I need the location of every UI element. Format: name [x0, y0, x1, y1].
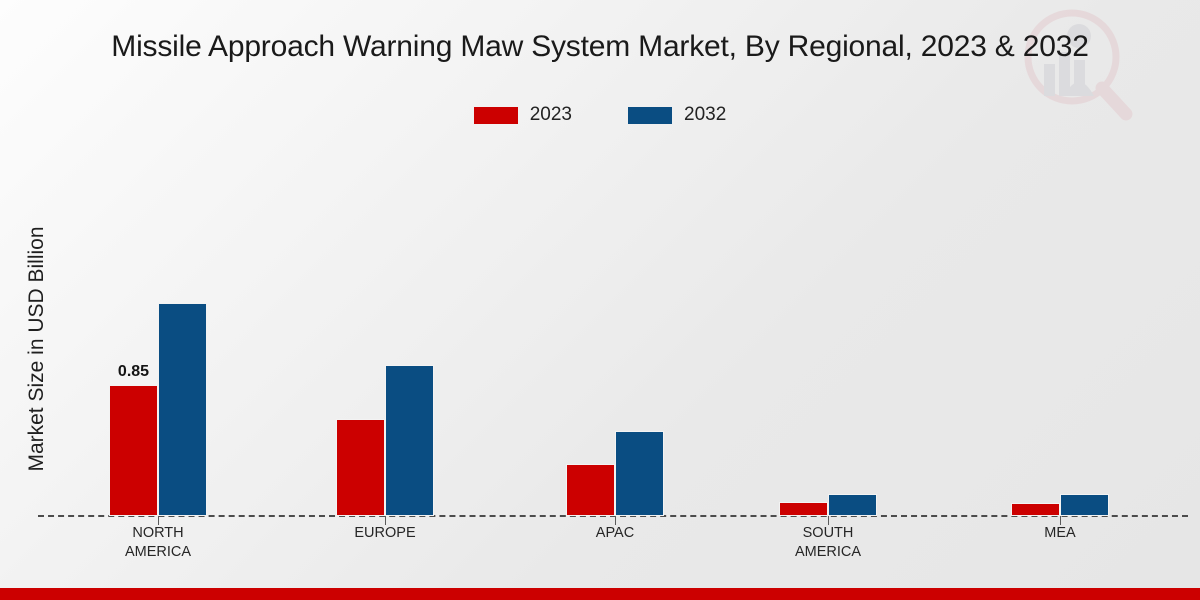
bar-2032-europe[interactable]: [385, 365, 434, 516]
category-label-line: AMERICA: [124, 544, 192, 560]
bar-2032-mea[interactable]: [1060, 494, 1109, 516]
x-axis-tick: [615, 516, 616, 525]
legend-swatch-2032: [628, 106, 672, 124]
legend-label-2023: 2023: [529, 104, 572, 125]
bar-2032-north-america[interactable]: [158, 303, 207, 516]
chart-legend: 2023 2032: [0, 104, 1200, 126]
bar-2023-mea[interactable]: [1011, 502, 1060, 516]
bar-2023-apac[interactable]: [566, 463, 615, 516]
bar-2032-south-america[interactable]: [828, 494, 877, 516]
x-axis-tick: [385, 516, 386, 525]
x-axis-tick: [1060, 516, 1061, 525]
category-label-mea: MEA: [950, 524, 1170, 543]
x-axis-baseline: [38, 515, 1188, 517]
bar-2023-europe[interactable]: [336, 418, 385, 516]
bar-2023-south-america[interactable]: [779, 502, 828, 516]
category-label-north-america: NORTH AMERICA: [48, 524, 268, 562]
x-axis-tick: [158, 516, 159, 525]
category-label-line: MEA: [1044, 525, 1076, 541]
bar-2023-north-america[interactable]: [109, 385, 158, 516]
legend-label-2032: 2032: [684, 104, 727, 125]
chart-title: Missile Approach Warning Maw System Mark…: [111, 30, 1089, 63]
category-label-line: NORTH: [132, 525, 184, 541]
category-label-line: APAC: [595, 525, 635, 541]
category-label-line: AMERICA: [794, 544, 862, 560]
bar-2032-apac[interactable]: [615, 431, 664, 516]
footer-accent-strip: [0, 588, 1200, 600]
category-label-line: SOUTH: [802, 525, 854, 541]
x-axis-tick: [828, 516, 829, 525]
legend-item-2023[interactable]: 2023: [473, 104, 572, 126]
legend-item-2032[interactable]: 2032: [628, 104, 726, 126]
category-label-line: EUROPE: [354, 525, 416, 541]
category-label-apac: APAC: [505, 524, 725, 543]
category-label-south-america: SOUTH AMERICA: [718, 524, 938, 562]
value-label-2023-north-america: 0.85: [117, 363, 150, 381]
category-label-europe: EUROPE: [275, 524, 495, 543]
legend-swatch-2023: [473, 106, 518, 124]
